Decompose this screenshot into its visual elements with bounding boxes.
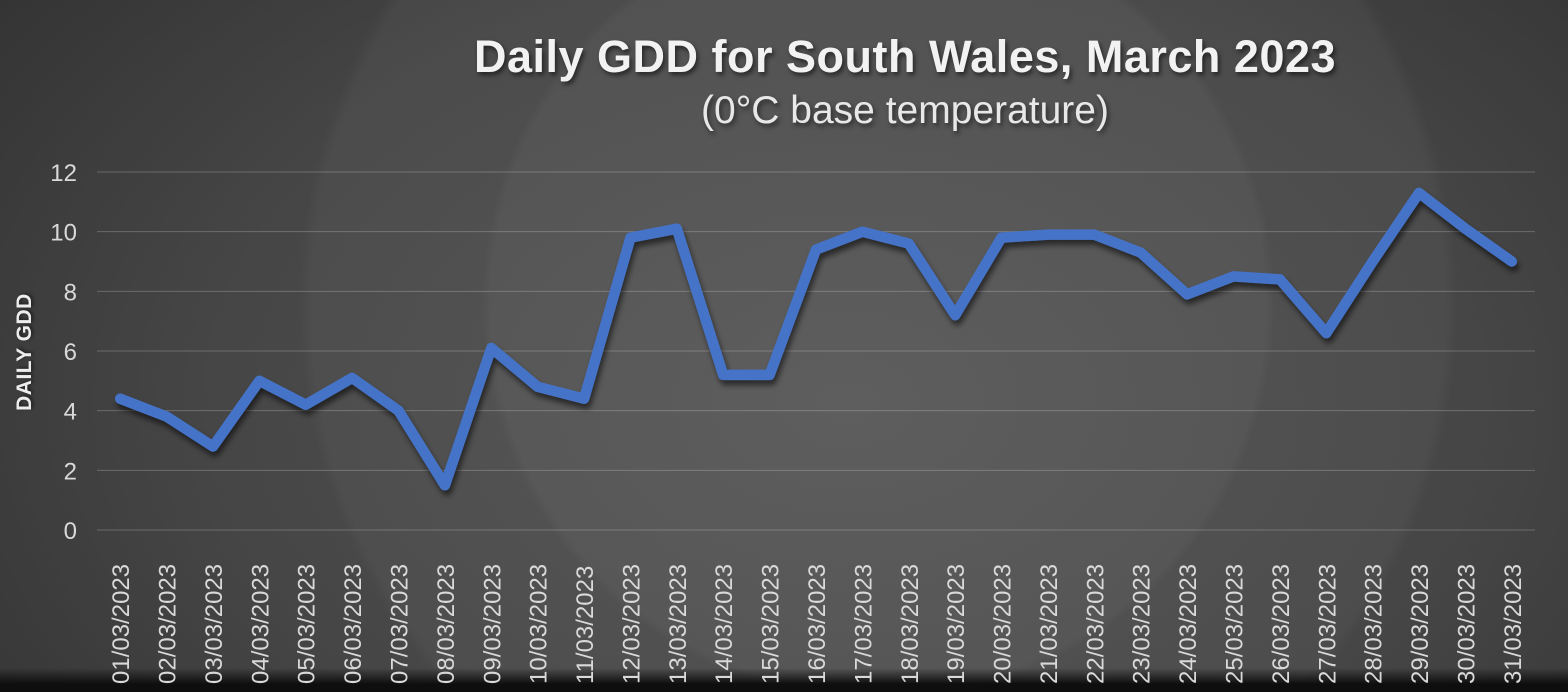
x-tick-label: 28/03/2023 (1361, 564, 1388, 684)
x-tick-label: 16/03/2023 (804, 564, 831, 684)
x-tick-label: 19/03/2023 (943, 564, 970, 684)
x-tick-label: 21/03/2023 (1036, 564, 1063, 684)
x-tick-label: 23/03/2023 (1129, 564, 1156, 684)
x-axis-tick-labels: 01/03/2023 02/03/2023 03/03/2023 04/03/2023… (108, 564, 1527, 684)
x-tick-label: 31/03/2023 (1500, 564, 1527, 684)
y-axis-tick-labels: 0 2 4 6 8 10 12 (50, 160, 77, 545)
x-tick-label: 12/03/2023 (619, 564, 646, 684)
x-tick-label: 05/03/2023 (294, 564, 321, 684)
x-tick-label: 22/03/2023 (1082, 564, 1109, 684)
y-tick-label: 12 (50, 160, 77, 187)
x-tick-label: 08/03/2023 (433, 564, 460, 684)
x-tick-label: 11/03/2023 (572, 566, 599, 684)
x-tick-label: 07/03/2023 (387, 564, 414, 684)
x-tick-label: 14/03/2023 (711, 564, 738, 684)
chart-subtitle: (0°C base temperature) (701, 89, 1109, 132)
gdd-line-series (114, 187, 1518, 491)
x-tick-label: 02/03/2023 (155, 564, 182, 684)
x-tick-label: 01/03/2023 (108, 564, 135, 684)
x-tick-label: 27/03/2023 (1314, 564, 1341, 684)
chart-title: Daily GDD for South Wales, March 2023 (473, 31, 1337, 82)
x-tick-label: 13/03/2023 (665, 564, 692, 684)
y-tick-label: 0 (64, 518, 77, 545)
x-tick-label: 26/03/2023 (1268, 564, 1295, 684)
x-tick-label: 29/03/2023 (1407, 564, 1434, 684)
y-tick-label: 10 (50, 220, 77, 247)
x-tick-label: 15/03/2023 (758, 564, 785, 684)
x-tick-label: 25/03/2023 (1222, 564, 1249, 684)
x-tick-label: 17/03/2023 (850, 564, 877, 684)
x-tick-label: 09/03/2023 (479, 564, 506, 684)
x-tick-label: 24/03/2023 (1175, 564, 1202, 684)
y-tick-label: 4 (64, 399, 77, 426)
x-tick-label: 04/03/2023 (247, 564, 274, 684)
y-tick-label: 2 (64, 458, 77, 485)
x-tick-label: 03/03/2023 (201, 564, 228, 684)
y-tick-label: 6 (64, 339, 77, 366)
y-tick-label: 8 (64, 279, 77, 306)
x-tick-label: 18/03/2023 (897, 564, 924, 684)
x-tick-label: 10/03/2023 (526, 564, 553, 684)
x-tick-label: 30/03/2023 (1453, 564, 1480, 684)
x-tick-label: 20/03/2023 (990, 564, 1017, 684)
gridlines (97, 171, 1535, 531)
x-tick-label: 06/03/2023 (340, 564, 367, 684)
